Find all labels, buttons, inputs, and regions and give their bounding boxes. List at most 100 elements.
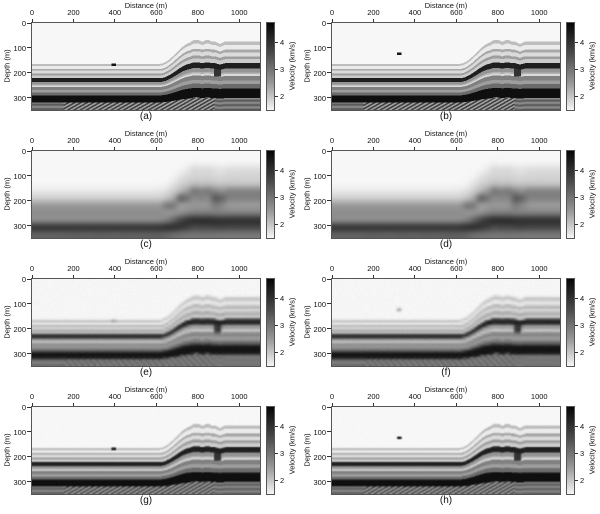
colorbar-tick-label: 3 [580, 449, 584, 458]
colorbar-tick-label: 4 [280, 38, 284, 47]
x-axis-title: Distance (m) [32, 129, 260, 138]
y-tick-label: 0 [4, 19, 26, 28]
y-tick-label: 100 [4, 44, 26, 53]
x-tick-label: 600 [450, 264, 463, 273]
y-tick-label: 100 [304, 172, 326, 181]
velocity-heatmap-canvas [32, 407, 260, 494]
y-tick-label: 300 [304, 94, 326, 103]
velocity-panel: Distance (m) 0 200 400 600 800 1000 Depth (m)… [0, 384, 300, 514]
colorbar-tick-mark [575, 298, 578, 299]
x-tick-label: 0 [330, 136, 334, 145]
x-axis-title: Distance (m) [332, 385, 560, 394]
y-tick-label: 200 [4, 325, 26, 334]
velocity-panel: Distance (m) 0 200 400 600 800 1000 Depth (m)… [300, 0, 600, 128]
colorbar-tick-label: 2 [580, 476, 584, 485]
x-tick-label: 1000 [531, 392, 548, 401]
x-tick-label: 200 [67, 264, 80, 273]
x-tick-label: 0 [330, 8, 334, 17]
x-axis-title: Distance (m) [332, 129, 560, 138]
colorbar-tick-label: 4 [280, 294, 284, 303]
y-tick-label: 0 [4, 147, 26, 156]
x-tick-label: 200 [367, 8, 380, 17]
panel-label: (d) [332, 239, 560, 250]
colorbar-tick-label: 3 [280, 193, 284, 202]
velocity-heatmap-canvas [332, 407, 560, 494]
x-tick-label: 0 [30, 136, 34, 145]
y-tick-label: 100 [4, 428, 26, 437]
y-tick-label: 100 [4, 172, 26, 181]
colorbar-tick-label: 4 [580, 422, 584, 431]
y-tick-label: 0 [304, 19, 326, 28]
velocity-panel: Distance (m) 0 200 400 600 800 1000 Depth (m)… [0, 256, 300, 384]
y-tick-label: 100 [304, 44, 326, 53]
x-axis-title: Distance (m) [332, 1, 560, 10]
panel-label: (c) [32, 239, 260, 250]
x-tick-label: 0 [30, 8, 34, 17]
colorbar-tick-mark [275, 42, 278, 43]
colorbar-tick-label: 3 [580, 193, 584, 202]
colorbar-tick-label: 4 [580, 294, 584, 303]
x-tick-label: 400 [109, 8, 122, 17]
y-tick-label: 0 [304, 147, 326, 156]
panel-label: (g) [32, 495, 260, 506]
y-tick-label: 0 [4, 275, 26, 284]
velocity-panel: Distance (m) 0 200 400 600 800 1000 Depth (m)… [300, 384, 600, 514]
panel-label: (f) [332, 367, 560, 378]
x-tick-label: 200 [367, 136, 380, 145]
heatmap-plot-area [331, 22, 561, 111]
y-tick-label: 200 [304, 69, 326, 78]
colorbar-tick-mark [575, 96, 578, 97]
colorbar-tick-label: 3 [280, 321, 284, 330]
y-tick-label: 200 [304, 453, 326, 462]
colorbar-tick-mark [575, 69, 578, 70]
x-axis-title: Distance (m) [32, 257, 260, 266]
x-tick-label: 800 [192, 8, 205, 17]
colorbar-tick-label: 4 [580, 38, 584, 47]
x-tick-label: 800 [492, 264, 505, 273]
x-tick-label: 600 [450, 136, 463, 145]
heatmap-plot-area [331, 150, 561, 239]
x-tick-label: 200 [367, 264, 380, 273]
panel-label: (b) [332, 111, 560, 122]
colorbar-title: Velocity (km/s) [588, 426, 597, 475]
x-tick-label: 800 [192, 264, 205, 273]
y-tick-label: 0 [304, 403, 326, 412]
velocity-panel: Distance (m) 0 200 400 600 800 1000 Depth (m)… [0, 0, 300, 128]
x-tick-label: 200 [67, 8, 80, 17]
y-tick-label: 200 [4, 197, 26, 206]
colorbar-title: Velocity (km/s) [288, 426, 297, 475]
y-tick-label: 100 [304, 300, 326, 309]
x-tick-label: 800 [492, 392, 505, 401]
colorbar-gradient [266, 150, 275, 239]
colorbar-tick-mark [575, 170, 578, 171]
y-tick-label: 300 [304, 222, 326, 231]
x-tick-label: 400 [109, 264, 122, 273]
colorbar-tick-mark [275, 298, 278, 299]
velocity-panel: Distance (m) 0 200 400 600 800 1000 Depth (m)… [300, 256, 600, 384]
x-tick-label: 1000 [531, 264, 548, 273]
colorbar-gradient [266, 22, 275, 111]
velocity-heatmap-canvas [32, 23, 260, 110]
heatmap-plot-area [31, 22, 261, 111]
colorbar-tick-mark [275, 352, 278, 353]
colorbar-tick-label: 2 [580, 348, 584, 357]
colorbar-tick-mark [275, 96, 278, 97]
colorbar-tick-label: 3 [580, 321, 584, 330]
colorbar-tick-mark [575, 224, 578, 225]
x-tick-label: 1000 [231, 392, 248, 401]
colorbar-tick-label: 2 [280, 476, 284, 485]
colorbar-title: Velocity (km/s) [288, 170, 297, 219]
colorbar-tick-label: 2 [280, 92, 284, 101]
colorbar-tick-label: 4 [580, 166, 584, 175]
colorbar-tick-mark [575, 426, 578, 427]
x-tick-label: 0 [30, 392, 34, 401]
y-tick-label: 300 [4, 478, 26, 487]
colorbar-tick-label: 4 [280, 166, 284, 175]
colorbar-gradient [566, 150, 575, 239]
velocity-heatmap-canvas [32, 151, 260, 238]
x-tick-label: 0 [330, 392, 334, 401]
x-tick-label: 400 [409, 8, 422, 17]
colorbar-tick-label: 2 [580, 220, 584, 229]
x-tick-label: 0 [330, 264, 334, 273]
colorbar-tick-mark [275, 325, 278, 326]
